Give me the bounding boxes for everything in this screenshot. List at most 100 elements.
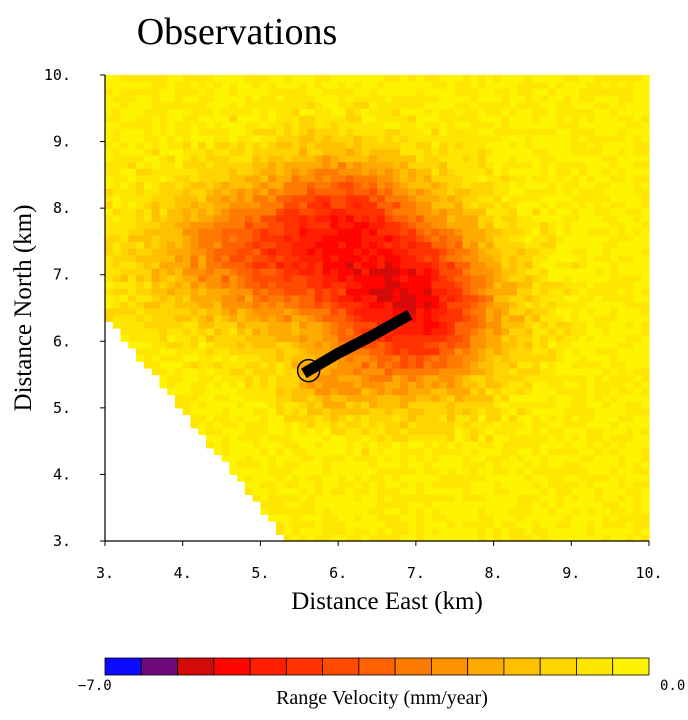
heatmap-cell [617,381,627,389]
heatmap-cell [423,108,432,116]
heatmap-cell [470,221,479,229]
heatmap-cell [610,101,619,109]
heatmap-cell [485,514,495,522]
heatmap-cell [563,381,572,389]
heatmap-cell [446,161,456,169]
heatmap-cell [291,308,300,316]
heatmap-cell [625,454,635,462]
heatmap-cell [586,381,596,389]
heatmap-cell [198,308,207,316]
heatmap-cell [275,201,285,209]
heatmap-cell [431,254,440,262]
heatmap-cell [454,387,464,396]
heatmap-cell [377,308,386,316]
heatmap-cell [291,241,300,249]
heatmap-cell [345,474,355,482]
heatmap-cell [625,467,635,476]
heatmap-cell [594,101,603,109]
heatmap-cell [571,94,580,103]
heatmap-cell [509,221,518,229]
heatmap-cell [244,241,254,249]
heatmap-cell [617,281,627,289]
heatmap-cell [105,234,114,243]
heatmap-cell [493,381,502,389]
heatmap-cell [462,188,471,196]
heatmap-cell [563,121,572,129]
heatmap-cell [275,121,285,129]
heatmap-cell [524,387,534,396]
heatmap-cell [260,134,269,143]
heatmap-cell [478,134,487,143]
heatmap-cell [493,334,502,342]
heatmap-cell [462,114,471,123]
heatmap-cell [377,148,386,156]
heatmap-cell [400,461,409,469]
heatmap-cell [136,274,145,282]
heatmap-cell [353,447,363,456]
heatmap-cell [361,427,370,436]
heatmap-cell [408,321,417,329]
heatmap-cell [415,481,425,489]
heatmap-cell [540,534,549,542]
heatmap-cell [571,374,580,382]
heatmap-cell [493,527,502,535]
heatmap-cell [617,75,627,83]
heatmap-cell [439,94,448,103]
heatmap-cell [221,301,230,309]
heatmap-cell [128,327,137,336]
heatmap-cell [625,514,635,522]
heatmap-cell [439,128,448,136]
heatmap-cell [501,301,510,309]
heatmap-cell [516,181,526,189]
heatmap-cell [478,108,487,116]
heatmap-cell [120,81,129,89]
heatmap-cell [291,188,300,196]
heatmap-cell [478,94,487,103]
heatmap-cell [237,308,246,316]
heatmap-cell [516,228,526,236]
heatmap-cell [167,387,176,396]
heatmap-cell [338,314,347,322]
heatmap-cell [174,154,184,163]
heatmap-cell [408,94,417,103]
heatmap-cell [392,454,401,462]
heatmap-cell [260,141,269,149]
heatmap-cell [547,461,557,469]
heatmap-cell [291,194,300,203]
heatmap-cell [485,494,495,502]
heatmap-cell [462,374,471,382]
heatmap-cell [229,301,238,309]
heatmap-cell [384,108,394,116]
heatmap-cell [182,154,192,163]
heatmap-cell [291,354,300,362]
heatmap-cell [330,261,339,269]
heatmap-cell [345,174,355,183]
heatmap-cell [268,334,277,342]
heatmap-cell [415,308,425,316]
heatmap-cell [516,494,526,502]
heatmap-cell [454,221,464,229]
heatmap-cell [275,234,285,243]
heatmap-cell [330,387,339,396]
heatmap-cell [229,181,238,189]
heatmap-cell [275,461,285,469]
colorbar-swatch [358,657,396,676]
heatmap-cell [377,334,386,342]
heatmap-cell [377,154,386,163]
heatmap-cell [532,221,541,229]
heatmap-cell [392,407,401,416]
heatmap-cell [610,387,619,396]
heatmap-cell [190,221,199,229]
heatmap-cell [493,354,502,362]
heatmap-cell [120,234,129,243]
heatmap-cell [594,75,603,83]
heatmap-cell [439,181,448,189]
heatmap-cell [377,461,386,469]
heatmap-cell [547,327,557,336]
heatmap-cell [361,134,370,143]
heatmap-cell [633,288,642,296]
heatmap-cell [617,154,627,163]
heatmap-cell [610,454,619,462]
heatmap-cell [610,75,619,83]
heatmap-cell [579,134,588,143]
